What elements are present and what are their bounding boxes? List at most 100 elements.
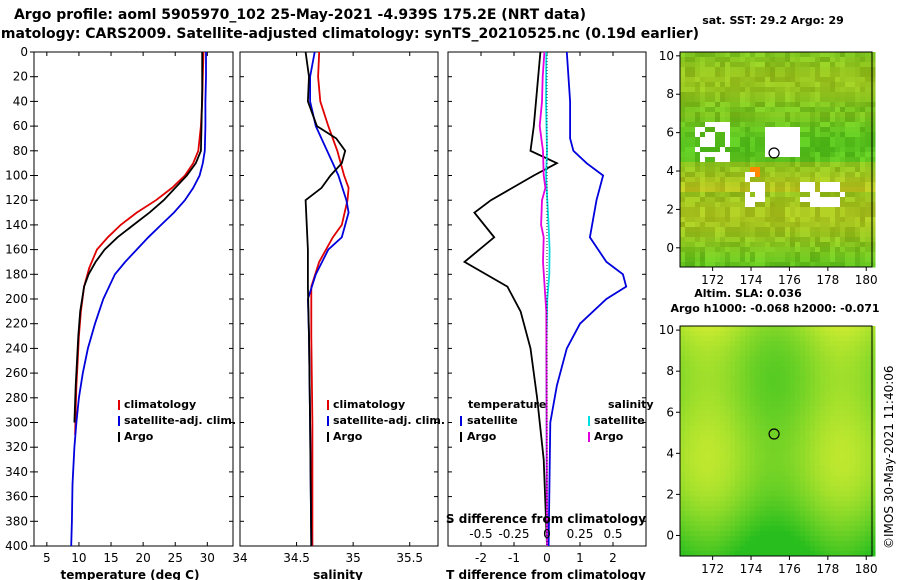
- map-cell: [850, 127, 856, 133]
- map-cell: [770, 192, 776, 198]
- map-cell: [720, 157, 726, 163]
- map-cell: [685, 57, 691, 63]
- map-cell: [780, 456, 786, 462]
- map-cell: [775, 366, 781, 372]
- map-cell: [780, 386, 786, 392]
- map-cell: [760, 411, 766, 417]
- map-cell: [750, 162, 756, 168]
- map-cell: [775, 172, 781, 178]
- map-cell: [770, 137, 776, 143]
- map-cell: [750, 546, 756, 552]
- map-cell: [795, 87, 801, 93]
- map-cell: [740, 361, 746, 367]
- map-cell: [690, 331, 696, 337]
- map-cell: [790, 381, 796, 387]
- map-cell: [775, 526, 781, 532]
- map-cell: [685, 197, 691, 203]
- map-cell: [795, 137, 801, 143]
- map-cell: [845, 371, 851, 377]
- map-cell: [695, 162, 701, 168]
- map-cell: [755, 426, 761, 432]
- map-cell: [870, 521, 876, 527]
- map-cell: [725, 252, 731, 258]
- map-cell: [790, 506, 796, 512]
- map-cell: [740, 252, 746, 258]
- map-cell: [860, 122, 866, 128]
- map-cell: [705, 262, 711, 268]
- map-cell: [715, 87, 721, 93]
- map-cell: [830, 446, 836, 452]
- map-cell: [680, 441, 686, 447]
- map-cell: [865, 406, 871, 412]
- map-cell: [690, 257, 696, 263]
- map-cell: [820, 157, 826, 163]
- map-cell: [735, 192, 741, 198]
- map-cell: [685, 142, 691, 148]
- map-cell: [740, 401, 746, 407]
- map-cell: [700, 521, 706, 527]
- map-cell: [830, 361, 836, 367]
- map-cell: [755, 77, 761, 83]
- map-cell: [705, 376, 711, 382]
- map-cell: [785, 92, 791, 98]
- map-cell: [825, 541, 831, 547]
- map-cell: [860, 167, 866, 173]
- map-cell: [760, 521, 766, 527]
- map-cell: [845, 117, 851, 123]
- map-cell: [750, 386, 756, 392]
- map-cell: [710, 177, 716, 183]
- map-cell: [705, 92, 711, 98]
- map-cell: [865, 331, 871, 337]
- map-cell: [715, 217, 721, 223]
- map-cell: [845, 97, 851, 103]
- map-cell: [840, 481, 846, 487]
- map-cell: [750, 456, 756, 462]
- map-cell: [720, 416, 726, 422]
- map-cell: [690, 217, 696, 223]
- map-cell: [805, 466, 811, 472]
- map-cell: [835, 486, 841, 492]
- map-cell: [750, 411, 756, 417]
- map-cell: [755, 117, 761, 123]
- map-cell: [810, 551, 816, 557]
- map-cell: [755, 97, 761, 103]
- legend-argo: Argo: [124, 430, 154, 443]
- map-cell: [830, 536, 836, 542]
- map-cell: [830, 187, 836, 193]
- map-cell: [790, 341, 796, 347]
- map-cell: [800, 346, 806, 352]
- map-cell: [850, 117, 856, 123]
- map-cell: [790, 356, 796, 362]
- map-cell: [750, 336, 756, 342]
- map-cell: [805, 471, 811, 477]
- map-cell: [755, 207, 761, 213]
- map-cell: [790, 202, 796, 208]
- map-cell: [700, 52, 706, 58]
- map-cell: [825, 461, 831, 467]
- map-cell: [795, 92, 801, 98]
- map-cell: [680, 326, 686, 332]
- map-cell: [710, 441, 716, 447]
- map-cell: [700, 536, 706, 542]
- map-cell: [820, 461, 826, 467]
- map-cell: [685, 97, 691, 103]
- map-cell: [825, 67, 831, 73]
- map-cell: [870, 167, 876, 173]
- map-cell: [850, 197, 856, 203]
- title-line-2: Climatology: CARS2009. Satellite-adjuste…: [0, 26, 699, 42]
- map-cell: [865, 351, 871, 357]
- map-cell: [765, 466, 771, 472]
- map-cell: [820, 531, 826, 537]
- map-cell: [725, 182, 731, 188]
- map-cell: [690, 496, 696, 502]
- map-cell: [815, 406, 821, 412]
- map-cell: [680, 62, 686, 68]
- map-cell: [835, 187, 841, 193]
- map-cell: [835, 551, 841, 557]
- map-cell: [825, 127, 831, 133]
- map-cell: [850, 496, 856, 502]
- map-cell: [835, 202, 841, 208]
- map-cell: [765, 486, 771, 492]
- map-cell: [770, 217, 776, 223]
- map-cell: [740, 222, 746, 228]
